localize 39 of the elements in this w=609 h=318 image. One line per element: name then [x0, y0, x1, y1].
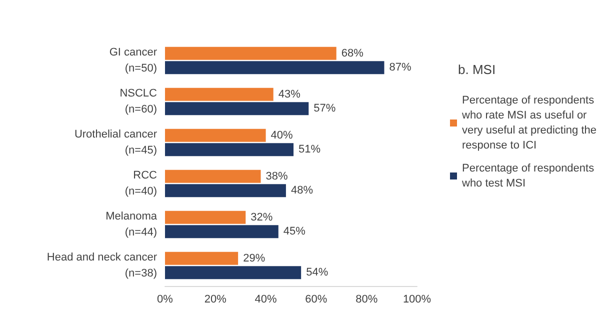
x-tick-label: 100%: [402, 294, 432, 306]
bar: [165, 102, 309, 116]
data-label: 45%: [283, 226, 306, 238]
data-label: 40%: [270, 129, 294, 142]
bar: [165, 61, 384, 74]
bar: [165, 143, 294, 156]
legend-title: b. MSI: [458, 62, 496, 77]
y-tick-label: RCC (n=40): [124, 170, 158, 198]
data-label: 29%: [243, 252, 266, 264]
data-label: 87%: [389, 62, 412, 74]
x-tick-label: 0%: [157, 294, 174, 306]
bar: [165, 88, 274, 101]
bar: [165, 252, 238, 265]
bar: [165, 128, 266, 142]
bar: [165, 184, 286, 198]
data-label: 51%: [298, 144, 321, 156]
data-label: 48%: [290, 184, 314, 197]
data-label: 43%: [278, 88, 301, 100]
bar: [165, 210, 246, 224]
bar: [165, 225, 278, 238]
x-tick-label: 60%: [305, 294, 328, 306]
legend-label: Percentage of respondents who rate MSI as useful or very useful at predicting the response to ICI: [461, 94, 600, 152]
x-tick-label: 40%: [254, 294, 278, 306]
y-tick-label: Melanoma (n=44): [106, 210, 158, 238]
y-tick-label: Urothelial cancer (n=45): [74, 128, 158, 156]
y-tick-label: Head and neck cancer (n=38): [46, 252, 158, 280]
bar: [165, 46, 336, 60]
data-label: 68%: [341, 47, 364, 60]
bar: [165, 170, 261, 183]
data-label: 54%: [306, 266, 328, 279]
bar: [165, 266, 302, 280]
x-tick-label: 20%: [204, 294, 227, 306]
data-label: 57%: [314, 102, 336, 115]
legend-label: Percentage of respondents who test MSI: [461, 162, 598, 190]
data-label: 38%: [266, 170, 288, 182]
data-label: 32%: [250, 211, 273, 224]
y-tick-label: GI cancer (n=50): [109, 46, 158, 74]
y-tick-label: NSCLC (n=60): [120, 88, 158, 116]
x-tick-label: 80%: [356, 294, 378, 306]
